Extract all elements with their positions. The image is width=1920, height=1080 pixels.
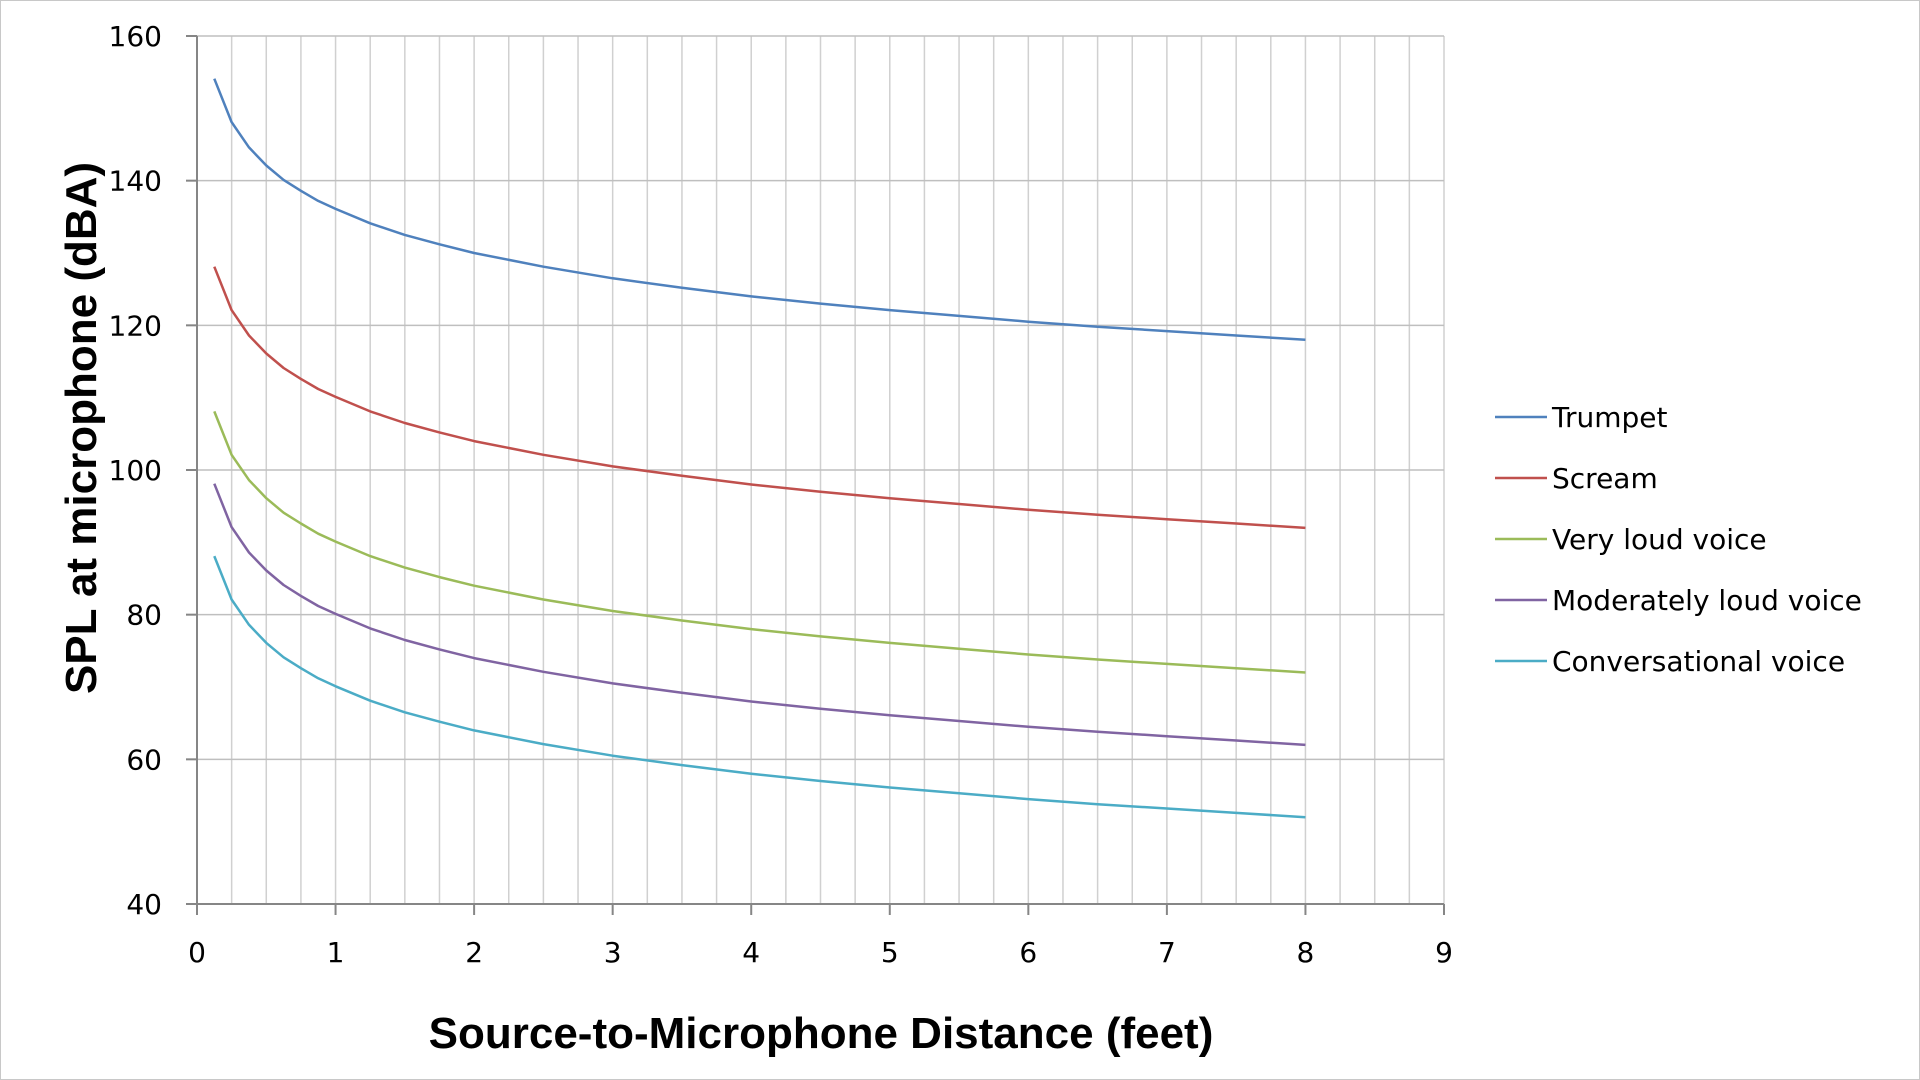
series-line-very-loud-voice [213,410,1306,674]
legend-item: Conversational voice [1495,645,1845,678]
legend-item: Moderately loud voice [1495,584,1862,617]
y-tick-label: 140 [109,165,162,198]
x-tick-label: 0 [188,936,206,969]
x-tick-label: 7 [1158,936,1176,969]
x-tick-label: 2 [465,936,483,969]
x-tick-label: 8 [1297,936,1315,969]
y-tick-label: 160 [109,20,162,53]
legend-item: Trumpet [1495,401,1668,434]
x-tick-label: 1 [327,936,345,969]
legend-label: Trumpet [1551,401,1668,434]
x-tick-label: 6 [1019,936,1037,969]
series-line-moderately-loud-voice [213,483,1306,747]
series-lines [213,78,1306,819]
x-tick-label: 5 [881,936,899,969]
legend-item: Scream [1495,462,1658,495]
x-tick-label: 3 [604,936,622,969]
legend-item: Very loud voice [1495,523,1767,556]
x-tick-label: 9 [1435,936,1453,969]
legend-label: Scream [1552,462,1658,495]
major-gridlines [197,35,1444,761]
x-axis-tick-labels: 0 1 2 3 4 5 6 7 8 9 [188,936,1453,969]
y-tick-label: 120 [109,309,162,342]
legend-label: Moderately loud voice [1552,584,1862,617]
y-tick-label: 40 [126,888,162,921]
y-axis-title: SPL at microphone (dBA) [57,162,106,694]
y-axis-tick-labels: 40 60 80 100 120 140 160 [109,20,162,921]
y-tick-label: 60 [126,743,162,776]
series-line-conversational-voice [213,555,1306,819]
axes [186,35,1445,915]
x-axis-title: Source-to-Microphone Distance (feet) [429,1009,1214,1058]
legend-label: Conversational voice [1552,645,1845,678]
series-line-trumpet [213,78,1306,342]
y-tick-label: 100 [109,454,162,487]
legend: Trumpet Scream Very loud voice Moderately l… [1495,401,1862,678]
legend-label: Very loud voice [1552,523,1767,556]
y-tick-label: 80 [126,599,162,632]
series-line-scream [213,266,1306,530]
x-tick-label: 4 [742,936,760,969]
